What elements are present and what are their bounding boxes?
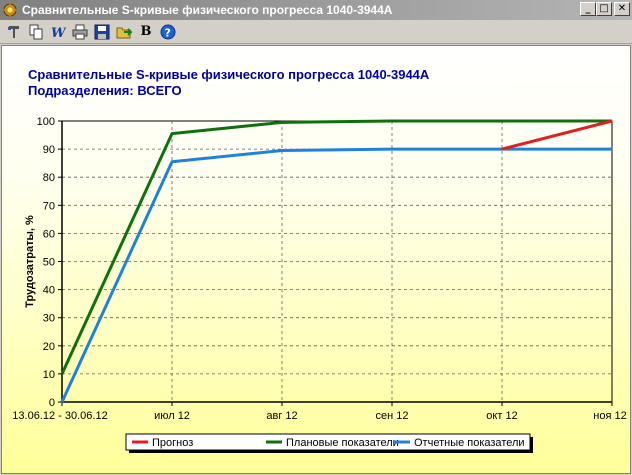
s-curve-chart: Сравнительные S-кривые физического прогр… <box>12 67 627 453</box>
help-button[interactable]: ? <box>157 22 179 42</box>
y-tick-label: 10 <box>43 369 55 381</box>
export-button[interactable] <box>113 22 135 42</box>
word-icon: W <box>51 26 66 40</box>
save-icon <box>94 24 110 39</box>
svg-text:?: ? <box>165 26 171 39</box>
data-point-0 <box>501 148 503 150</box>
y-axis-label: Трудозатраты, % <box>24 215 36 308</box>
svg-text:W: W <box>51 26 66 40</box>
legend-label: Прогноз <box>152 437 193 449</box>
data-point-1 <box>501 120 503 122</box>
help-icon: ? <box>160 24 176 39</box>
x-tick-label: авг 12 <box>266 410 297 422</box>
data-point-1 <box>61 373 63 375</box>
window-controls: _ □ ✕ <box>580 2 630 16</box>
save-button[interactable] <box>91 22 113 42</box>
legend-box <box>125 433 531 451</box>
app-gear-icon[interactable] <box>2 2 18 18</box>
close-button[interactable]: ✕ <box>614 2 630 16</box>
x-tick-label: сен 12 <box>376 410 409 422</box>
x-tick-label: окт 12 <box>486 410 517 422</box>
data-point-2 <box>611 148 613 150</box>
data-point-0 <box>611 120 613 122</box>
data-point-2 <box>281 150 283 152</box>
data-point-2 <box>391 148 393 150</box>
y-tick-label: 50 <box>43 257 55 269</box>
chart-title: Сравнительные S-кривые физического прогр… <box>28 67 430 82</box>
y-tick-label: 40 <box>43 285 55 297</box>
export-icon <box>116 27 132 38</box>
y-tick-label: 20 <box>43 341 55 353</box>
y-tick-label: 30 <box>43 313 55 325</box>
x-tick-label: 13.06.12 - 30.06.12 <box>12 410 107 422</box>
chart-subtitle: Подразделения: ВСЕГО <box>28 83 182 98</box>
tools-button[interactable] <box>3 22 25 42</box>
maximize-button[interactable]: □ <box>596 2 612 16</box>
y-tick-label: 70 <box>43 200 55 212</box>
x-tick-label: ноя 12 <box>593 410 626 422</box>
print-button[interactable] <box>69 22 91 42</box>
copy-icon <box>29 24 43 39</box>
series-line-1 <box>60 119 612 375</box>
data-point-1 <box>171 133 173 135</box>
copy-button[interactable] <box>25 22 47 42</box>
word-button[interactable]: W <box>47 22 69 42</box>
plot-frame <box>61 120 613 403</box>
legend-label: Отчетные показатели <box>414 437 525 449</box>
tools-icon <box>8 25 19 38</box>
bold-button[interactable]: B <box>135 22 157 42</box>
print-icon <box>72 24 88 39</box>
y-tick-label: 100 <box>37 116 55 128</box>
series-line-2 <box>60 147 612 403</box>
data-point-1 <box>281 121 283 123</box>
chart-panel: Сравнительные S-кривые физического прогр… <box>1 45 631 474</box>
y-tick-label: 60 <box>43 228 55 240</box>
bold-b-icon: B <box>140 24 152 39</box>
y-tick-label: 0 <box>49 397 55 409</box>
toolbar: W B ? <box>0 20 632 44</box>
data-point-2 <box>61 401 63 403</box>
series-line-0 <box>501 119 613 151</box>
x-tick-label: июл 12 <box>154 410 190 422</box>
data-point-1 <box>391 120 393 122</box>
window-title: Сравнительные S-кривые физического прогр… <box>22 3 393 17</box>
title-bar: Сравнительные S-кривые физического прогр… <box>0 0 632 20</box>
minimize-button[interactable]: _ <box>580 2 596 16</box>
y-tick-label: 90 <box>43 144 55 156</box>
y-tick-label: 80 <box>43 172 55 184</box>
legend-label: Плановые показатели <box>286 437 399 449</box>
data-point-2 <box>171 161 173 163</box>
